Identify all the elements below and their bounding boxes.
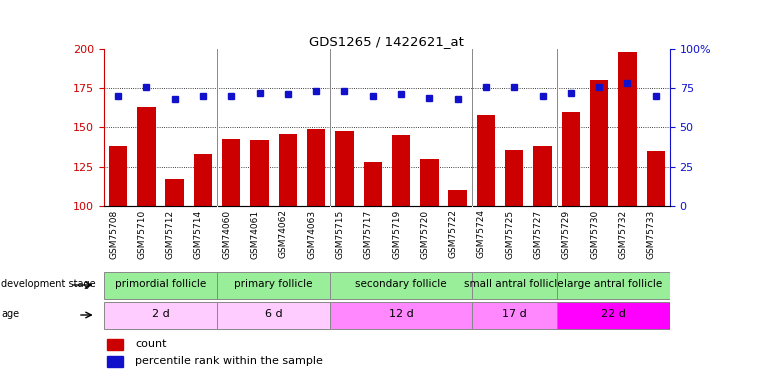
Bar (217, 272, 330, 298)
Bar (557, 302, 670, 328)
Text: GSM75719: GSM75719 (392, 209, 401, 259)
Bar (307, 129, 326, 206)
Text: primordial follicle: primordial follicle (115, 279, 206, 290)
Text: age: age (1, 309, 19, 320)
Text: 2 d: 2 d (152, 309, 169, 320)
Text: GSM74061: GSM74061 (250, 209, 259, 259)
Bar (279, 134, 297, 206)
Text: GSM75729: GSM75729 (562, 209, 571, 259)
Text: secondary follicle: secondary follicle (355, 279, 447, 290)
Bar (104, 302, 217, 328)
Bar (392, 135, 410, 206)
Text: GSM75710: GSM75710 (137, 209, 146, 259)
Bar (472, 302, 557, 328)
Text: GSM75712: GSM75712 (166, 209, 175, 259)
Text: 22 d: 22 d (601, 309, 626, 320)
Bar (250, 140, 269, 206)
Bar (217, 302, 330, 328)
Bar (534, 146, 552, 206)
Text: GSM75715: GSM75715 (336, 209, 344, 259)
Text: 6 d: 6 d (265, 309, 283, 320)
Bar (420, 159, 439, 206)
Text: GSM75725: GSM75725 (505, 209, 514, 259)
Bar (107, 356, 122, 367)
Text: GSM75732: GSM75732 (618, 209, 628, 259)
Bar (104, 272, 217, 298)
Text: GSM75708: GSM75708 (109, 209, 118, 259)
Text: GSM75720: GSM75720 (420, 209, 430, 259)
Text: GSM75733: GSM75733 (647, 209, 656, 259)
Text: small antral follicle: small antral follicle (464, 279, 564, 290)
Text: 17 d: 17 d (502, 309, 527, 320)
Bar (647, 151, 665, 206)
Text: development stage: development stage (1, 279, 95, 290)
Text: percentile rank within the sample: percentile rank within the sample (135, 357, 323, 366)
Text: GSM75730: GSM75730 (590, 209, 599, 259)
Bar (107, 339, 122, 350)
Text: primary follicle: primary follicle (235, 279, 313, 290)
Text: large antral follicle: large antral follicle (564, 279, 662, 290)
Bar (137, 107, 156, 206)
Text: GSM74062: GSM74062 (279, 209, 288, 258)
Text: GSM75717: GSM75717 (363, 209, 373, 259)
Text: GSM75727: GSM75727 (534, 209, 543, 259)
Bar (166, 180, 184, 206)
Bar (222, 138, 240, 206)
Text: GSM74063: GSM74063 (307, 209, 316, 259)
Bar (363, 162, 382, 206)
Bar (590, 80, 608, 206)
Text: GSM75724: GSM75724 (477, 209, 486, 258)
Bar (505, 150, 524, 206)
Bar (557, 272, 670, 298)
Text: count: count (135, 339, 166, 349)
Bar (477, 115, 495, 206)
Text: 12 d: 12 d (389, 309, 413, 320)
Bar (109, 146, 127, 206)
Bar (561, 112, 580, 206)
Text: GSM75714: GSM75714 (194, 209, 203, 259)
Bar (330, 302, 472, 328)
Bar (330, 272, 472, 298)
Bar (448, 190, 467, 206)
Bar (335, 130, 353, 206)
Bar (194, 154, 213, 206)
Bar (618, 52, 637, 206)
Title: GDS1265 / 1422621_at: GDS1265 / 1422621_at (310, 34, 464, 48)
Text: GSM74060: GSM74060 (223, 209, 231, 259)
Bar (472, 272, 557, 298)
Text: GSM75722: GSM75722 (449, 209, 457, 258)
